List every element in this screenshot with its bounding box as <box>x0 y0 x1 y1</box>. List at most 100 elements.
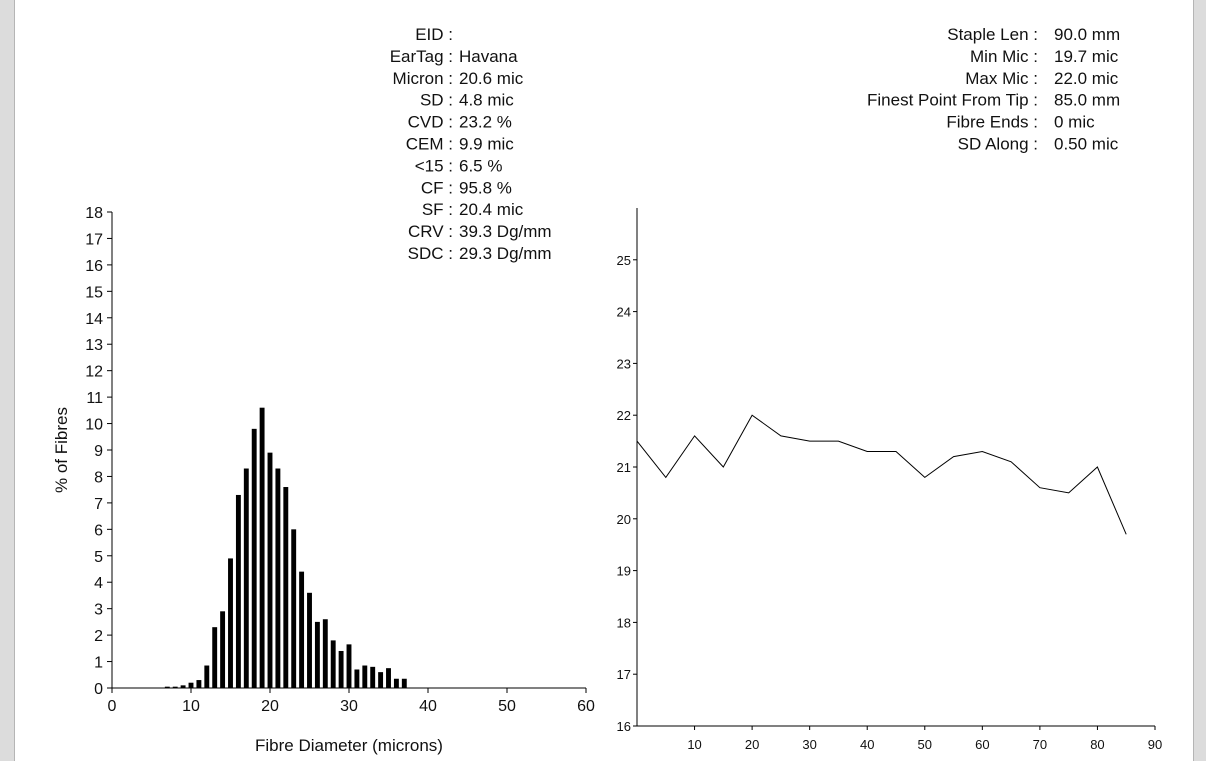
fleece-stat-label: Micron : <box>393 69 453 88</box>
histogram-bar <box>322 619 328 688</box>
fleece-stat-value: 95.8 % <box>459 178 512 197</box>
x-tick-label: 60 <box>975 737 989 752</box>
x-tick-label: 10 <box>182 698 200 715</box>
y-tick-label: 0 <box>94 681 103 698</box>
histogram-bar <box>307 592 312 688</box>
histogram-bar <box>275 468 281 688</box>
fleece-stat-value: Havana <box>459 47 518 66</box>
histogram-bar <box>393 678 399 688</box>
histogram-bar <box>212 627 218 688</box>
y-tick-label: 21 <box>617 460 631 475</box>
staple-stats-panel: Staple Len : 90.0 mm Min Mic : 19.7 mic Max … <box>867 25 1120 154</box>
y-tick-label: 20 <box>617 512 631 527</box>
histogram-bar <box>378 672 384 688</box>
x-tick-label: 20 <box>745 737 759 752</box>
y-tick-label: 2 <box>94 628 103 645</box>
histogram-bar <box>283 487 289 688</box>
x-tick-label: 70 <box>1033 737 1047 752</box>
y-tick-label: 13 <box>85 337 103 354</box>
histogram-bar <box>338 650 344 688</box>
histogram-bar <box>228 558 233 688</box>
x-tick-label: 20 <box>261 698 279 715</box>
x-tick-label: 0 <box>108 698 117 715</box>
histogram-bar <box>291 529 297 688</box>
staple-stat-value: 85.0 mm <box>1054 91 1120 110</box>
micron-profile-chart: 16 17 18 19 20 21 22 23 24 25 10 20 30 40 50 60 70 80 90 <box>617 208 1162 752</box>
y-tick-label: 1 <box>94 655 103 672</box>
x-tick-label: 10 <box>687 737 701 752</box>
histogram-bar <box>267 452 273 688</box>
y-tick-label: 19 <box>617 564 631 579</box>
x-tick-label: 90 <box>1148 737 1162 752</box>
histogram-bar <box>346 644 352 688</box>
staple-stat-label: SD Along : <box>958 135 1038 154</box>
x-tick-label: 50 <box>918 737 932 752</box>
fleece-stat-label: SD : <box>420 91 453 110</box>
fleece-stat-value: 9.9 mic <box>459 135 514 154</box>
fleece-stat-label: CF : <box>421 178 453 197</box>
y-tick-label: 6 <box>94 522 103 539</box>
y-tick-label: 16 <box>85 258 103 275</box>
fleece-stats-panel: EID : EarTag : Havana Micron : 20.6 mic SD : 4… <box>390 25 552 263</box>
y-tick-label: 12 <box>85 364 103 381</box>
y-tick-label: 18 <box>617 615 631 630</box>
y-tick-label: 17 <box>617 667 631 682</box>
histogram-bar <box>243 468 249 688</box>
fleece-stat-value: 6.5 % <box>459 156 502 175</box>
y-tick-label: 7 <box>94 496 103 513</box>
y-tick-label: 23 <box>617 356 631 371</box>
histogram-bar <box>196 680 202 688</box>
histogram-bar <box>299 571 305 688</box>
staple-stat-label: Max Mic : <box>965 69 1038 88</box>
y-tick-label: 16 <box>617 719 631 734</box>
histogram-bar <box>354 669 360 688</box>
staple-stat-value: 0.50 mic <box>1054 135 1119 154</box>
fleece-stat-label: EarTag : <box>390 47 453 66</box>
y-tick-label: 8 <box>94 469 103 486</box>
histogram-bar <box>370 666 376 688</box>
staple-stat-label: Finest Point From Tip : <box>867 91 1038 110</box>
histogram-bar <box>330 640 336 688</box>
y-tick-label: 22 <box>617 408 631 423</box>
y-tick-label: 24 <box>617 305 631 320</box>
fleece-stat-label: SDC : <box>408 244 453 263</box>
histogram-bar <box>172 686 178 688</box>
x-tick-label: 80 <box>1090 737 1104 752</box>
y-axis-title: % of Fibres <box>52 407 71 493</box>
x-tick-label: 60 <box>577 698 595 715</box>
staple-stat-value: 0 mic <box>1054 113 1095 132</box>
fleece-stat-label: CEM : <box>406 135 453 154</box>
histogram-bar <box>180 685 186 688</box>
x-axis-title: Fibre Diameter (microns) <box>255 736 443 755</box>
y-tick-label: 4 <box>94 575 103 592</box>
x-tick-label: 40 <box>860 737 874 752</box>
y-tick-label: 17 <box>85 231 103 248</box>
x-tick-label: 50 <box>498 698 516 715</box>
histogram-bar <box>401 678 407 688</box>
y-tick-label: 25 <box>617 253 631 268</box>
staple-stat-value: 19.7 mic <box>1054 47 1119 66</box>
staple-stat-label: Min Mic : <box>970 47 1038 66</box>
fleece-stat-value: 39.3 Dg/mm <box>459 222 552 241</box>
y-tick-label: 5 <box>94 549 103 566</box>
histogram-bar <box>386 668 391 688</box>
y-tick-label: 3 <box>94 602 103 619</box>
histogram-bar <box>362 665 368 688</box>
staple-stat-value: 90.0 mm <box>1054 25 1120 44</box>
fleece-stat-label: SF : <box>422 200 453 219</box>
histogram-bar <box>188 682 194 688</box>
staple-stat-label: Staple Len : <box>947 25 1038 44</box>
histogram-bar <box>164 686 170 688</box>
fleece-stat-label: CRV : <box>408 222 453 241</box>
fleece-stat-label: <15 : <box>415 156 453 175</box>
histogram-bar <box>251 428 257 688</box>
y-tick-label: 14 <box>85 311 103 328</box>
fleece-stat-value: 4.8 mic <box>459 91 514 110</box>
staple-stat-label: Fibre Ends : <box>946 113 1038 132</box>
histogram-bar <box>259 407 265 688</box>
y-tick-label: 9 <box>94 443 103 460</box>
micron-profile-line <box>636 414 1127 535</box>
staple-stat-value: 22.0 mic <box>1054 69 1119 88</box>
